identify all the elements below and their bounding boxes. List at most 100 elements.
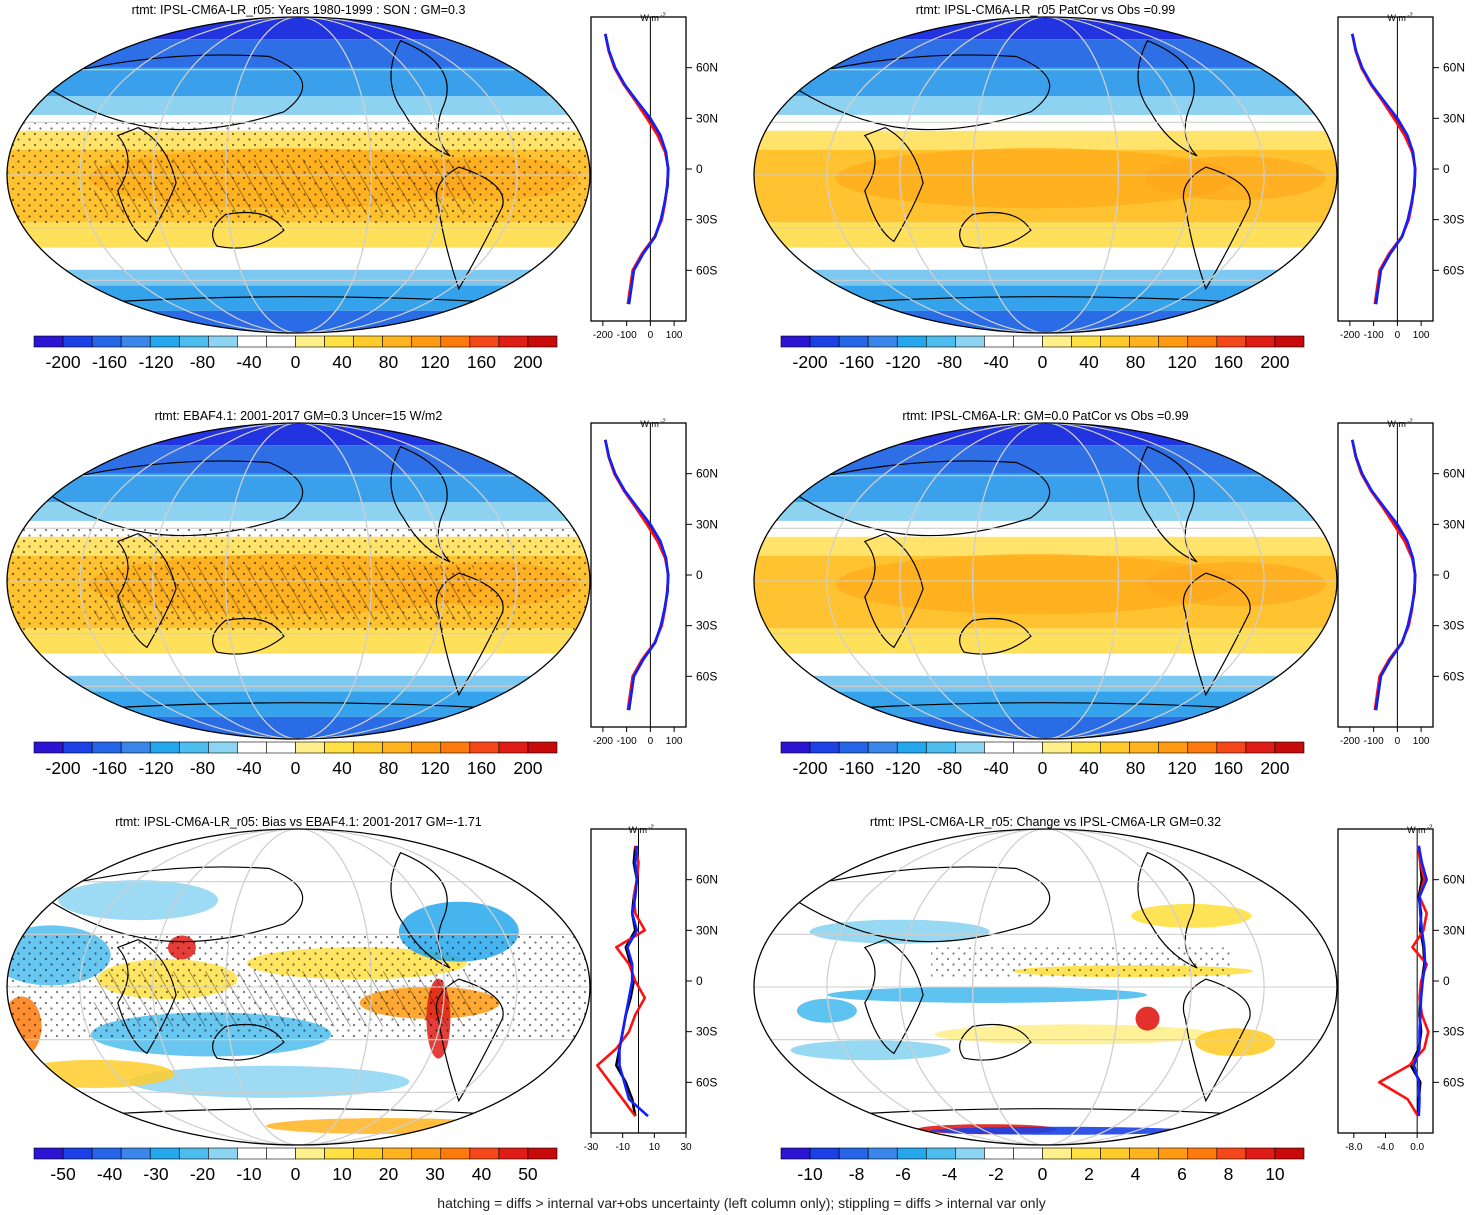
colorbar-label: -40 [236,758,262,778]
x-tick-label: -200 [593,330,613,341]
continent-outline [390,445,451,563]
colorbar-swatch [237,1147,267,1160]
colorbar-label: 8 [1224,1164,1234,1184]
band-subtropic-south [7,628,590,654]
colorbar-label: 30 [425,1164,445,1184]
continent-outline [863,532,924,649]
x-tick-label: 10 [649,1142,661,1153]
colorbar-swatch [411,1147,442,1160]
colorbar-swatch [1042,1147,1072,1160]
zonal-mean-plot: W m -2 60N 30N 0 30S 60S -30 -10 10 30 [584,825,718,1153]
x-tick-label: 100 [666,736,683,747]
colorbar-swatch [1100,335,1130,348]
band-subtropic-south [7,222,590,248]
zonal-series-model [614,845,639,1117]
band-polar-north [754,17,1337,40]
continent-outline [390,851,451,969]
meridian-line [79,829,518,1145]
colorbar-swatch [120,1147,151,1160]
colorbar-label: 40 [332,352,352,372]
zonal-mean-plot: W m -2 60N 30N 0 30S 60S -8.0 -4.0 0.0 [1337,825,1465,1153]
x-tick-label: -10 [615,1142,630,1153]
colorbar-swatch [1071,335,1101,348]
colorbar-label: 40 [1079,352,1099,372]
graticule [754,423,1337,739]
colorbar-label: 160 [467,758,496,778]
band-antarctic [7,716,590,739]
panel-title: rtmt: IPSL-CM6A-LR_r05: Bias vs EBAF4.1:… [115,815,482,829]
meridian-line [899,829,1192,1145]
panel-2: rtmt: IPSL-CM6A-LR_r05 PatCor vs Obs =0.… [753,3,1465,372]
colorbar-swatch [867,1147,898,1160]
lat-label: 0 [1443,974,1450,988]
continent-outline [959,1023,1032,1061]
colorbar-label: 120 [420,758,449,778]
continent-outline [1137,39,1198,157]
hatching [94,565,474,621]
colorbar-label: 160 [467,352,496,372]
continent-outline [863,938,924,1055]
colorbar-label: -4 [942,1164,958,1184]
zonal-frame [1337,16,1434,322]
lat-label: 30S [1443,213,1464,227]
units-exponent: -2 [660,419,666,425]
map [754,829,1337,1145]
change-patch [1194,1028,1275,1057]
panel-1: rtmt: IPSL-CM6A-LR_r05: Years 1980-1999 … [6,3,718,372]
units-label: W m [629,825,648,835]
colorbar-swatch [469,1147,500,1160]
band-southern-ocean [7,691,590,717]
continent-outline [390,39,451,157]
band-south-zero [7,247,590,270]
graticule [7,423,590,739]
meridian-line [79,423,518,739]
band-antarctic [754,310,1337,333]
colorbar-swatch [1274,335,1305,348]
x-tick-label: 0 [1395,736,1401,747]
continent-outline [212,617,285,655]
band-polar-north [7,423,590,446]
colorbar-swatch [149,1147,180,1160]
colorbar-swatch [1274,1147,1305,1160]
colorbar-swatch [984,1147,1014,1160]
colorbar-swatch [498,335,529,348]
atlantic-warm [1145,562,1326,607]
band-north-transition [754,502,1337,521]
colorbar-label: -200 [46,758,81,778]
colorbar-label: -120 [139,758,174,778]
colorbar-swatch [33,335,64,348]
lat-label: 30S [1443,619,1464,633]
zonal-frame [590,16,687,322]
colorbar-swatch [411,335,442,348]
band-south-transition [754,269,1337,286]
band-south-transition [7,269,590,286]
band-south-transition [754,675,1337,692]
colorbar-swatch [208,741,238,754]
band-subtropic-north [754,536,1337,556]
colorbar-swatch [33,1147,64,1160]
colorbar: -200 -160 -120 -80 -40 0 40 80 120 160 200 [33,335,558,372]
panel-5: rtmt: IPSL-CM6A-LR_r05: Bias vs EBAF4.1:… [6,815,718,1184]
band-subtropic-north [754,130,1337,150]
colorbar-swatch [382,741,413,754]
colorbar-swatch [266,1147,296,1160]
lat-label: 0 [1443,162,1450,176]
lat-label: 30N [696,111,718,125]
colorbar-swatch [1158,335,1189,348]
colorbar-swatch [498,741,529,754]
colorbar-label: 4 [1131,1164,1141,1184]
meridian-line [826,423,1265,739]
change-patch [790,1040,951,1061]
colorbar-swatch [867,741,898,754]
x-tick-label: -200 [593,736,613,747]
warm-pool [835,148,1236,209]
colorbar-swatch [382,335,413,348]
x-tick-label: 30 [680,1142,692,1153]
colorbar: -50 -40 -30 -20 -10 0 10 20 30 40 50 [33,1147,558,1184]
colorbar-label: 0 [1038,352,1048,372]
colorbar-swatch [838,741,869,754]
graticule [7,829,590,1145]
continent-outline [781,460,1051,537]
colorbar-swatch [1274,741,1305,754]
x-tick-label: -100 [617,736,637,747]
